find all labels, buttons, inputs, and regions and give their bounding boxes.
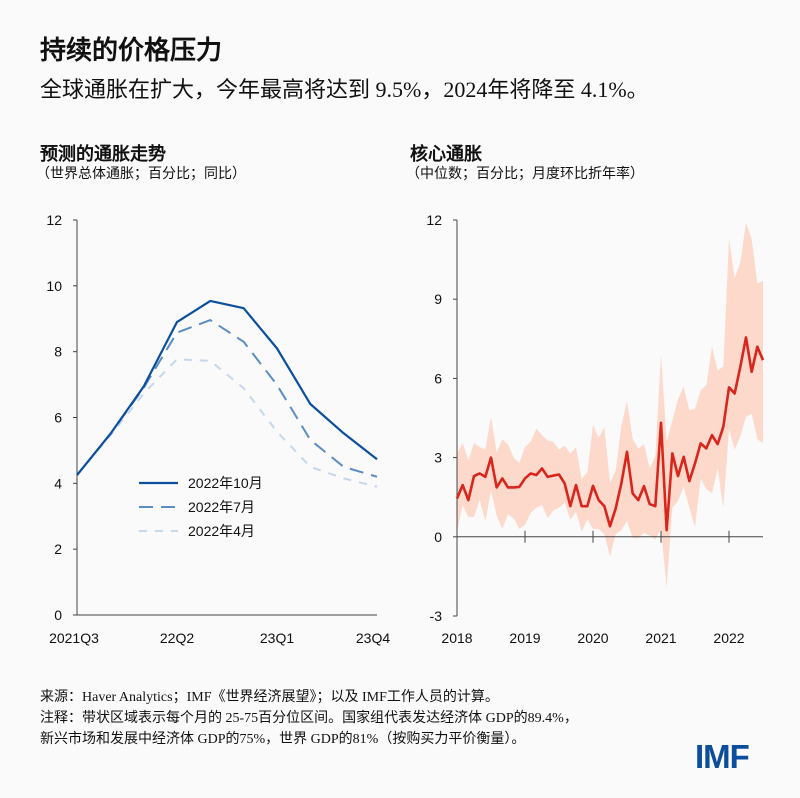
legend-label: 2022年4月 (188, 523, 255, 539)
right-y-tick-label: 9 (434, 291, 442, 307)
right-y-tick-label: 6 (434, 370, 442, 386)
right-chart-subtitle: （中位数；百分比；月度环比折年率） (406, 165, 644, 181)
legend-label: 2022年10月 (188, 475, 263, 491)
imf-logo: IMF (695, 738, 750, 775)
right-x-tick-label: 2018 (441, 630, 472, 646)
right-y-tick-label: 0 (434, 529, 442, 545)
source-note: 来源：Haver Analytics；IMF《世界经济展望》；以及 IMF工作人… (40, 690, 499, 705)
median-line (455, 336, 765, 532)
left-x-tick-label: 23Q4 (356, 630, 390, 646)
left-y-tick-label: 8 (54, 344, 62, 360)
left-chart-subtitle: （世界总体通胀；百分比；同比） (36, 165, 246, 181)
right-y-tick-label: 12 (426, 212, 442, 228)
right-x-tick-label: 2020 (577, 630, 608, 646)
left-y-tick-label: 12 (46, 212, 62, 228)
page-subtitle: 全球通胀在扩大，今年最高将达到 9.5%，2024年将降至 4.1%。 (40, 77, 649, 102)
left-x-tick-label: 2021Q3 (49, 630, 99, 646)
right-y-tick-label: -3 (430, 608, 443, 624)
right-x-tick-label: 2021 (645, 630, 676, 646)
right-x-tick-label: 2022 (713, 630, 744, 646)
right-x-tick-label: 2019 (509, 630, 540, 646)
left-x-tick-label: 23Q1 (260, 630, 294, 646)
left-x-tick-label: 22Q2 (160, 630, 194, 646)
right-y-tick-label: 3 (434, 450, 442, 466)
left-y-tick-label: 0 (54, 607, 62, 623)
series-line-long-dash (76, 319, 378, 478)
series-line-short-dash (76, 358, 378, 488)
left-chart-title: 预测的通胀走势 (40, 144, 166, 164)
left-y-tick-label: 10 (46, 278, 62, 294)
left-y-tick-label: 4 (54, 475, 62, 491)
page-title: 持续的价格压力 (40, 35, 223, 65)
series-line-solid (76, 299, 378, 476)
left-y-tick-label: 6 (54, 410, 62, 426)
footnote-line-2: 新兴市场和发展中经济体 GDP的75%，世界 GDP的81%（按购买力平价衡量）… (40, 732, 526, 747)
percentile-band (457, 222, 763, 589)
legend-label: 2022年7月 (188, 499, 255, 515)
footnote-line-1: 注释：带状区域表示每个月的 25-75百分位区间。国家组代表发达经济体 GDP的… (40, 711, 578, 726)
left-y-tick-label: 2 (54, 541, 62, 557)
right-chart-title: 核心通胀 (410, 144, 482, 164)
